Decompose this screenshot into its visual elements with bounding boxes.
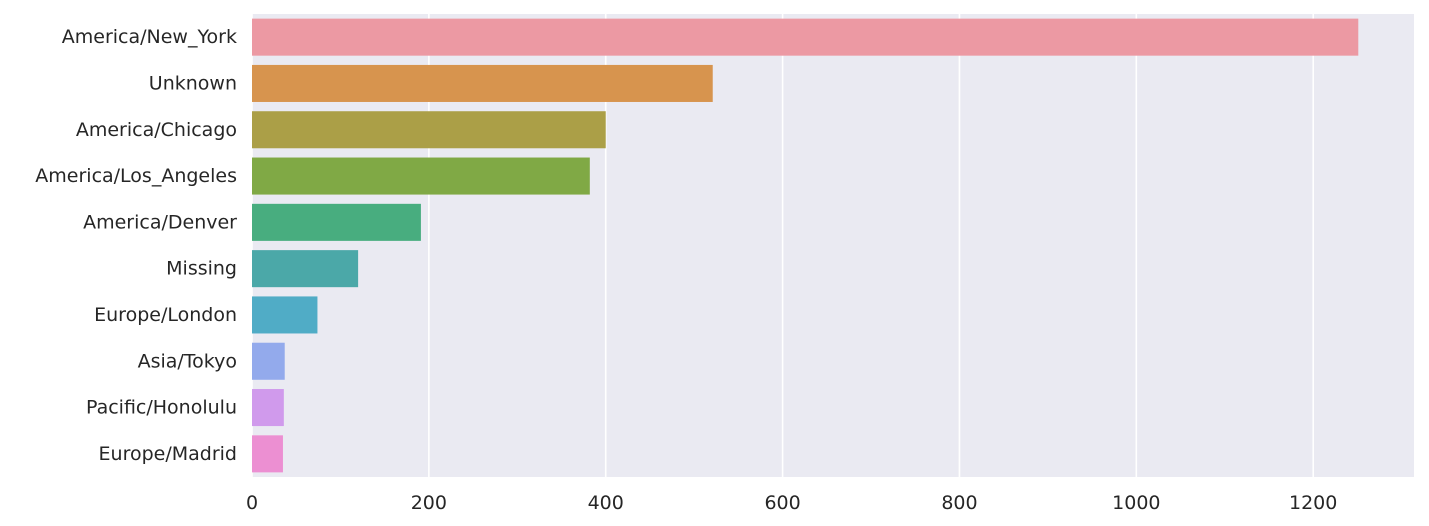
bar <box>252 342 285 380</box>
x-tick-label: 1000 <box>1112 492 1160 514</box>
bar <box>252 111 606 149</box>
bar <box>252 64 713 102</box>
x-tick-labels: 0 200 400 600 800 1000 1200 <box>246 492 1337 514</box>
bar <box>252 435 283 473</box>
bar <box>252 157 590 195</box>
bar <box>252 203 421 241</box>
x-tick-label: 400 <box>588 492 624 514</box>
x-tick-label: 600 <box>764 492 800 514</box>
y-tick-label: America/New_York <box>62 26 237 48</box>
y-tick-label: Asia/Tokyo <box>138 350 237 372</box>
y-tick-label: Europe/Madrid <box>99 443 237 465</box>
bars <box>252 18 1359 473</box>
x-tick-label: 800 <box>941 492 977 514</box>
y-tick-label: America/Los_Angeles <box>35 165 237 187</box>
x-tick-label: 200 <box>411 492 447 514</box>
y-tick-label: Missing <box>166 258 237 280</box>
bar <box>252 250 359 288</box>
y-tick-label: Unknown <box>149 72 237 94</box>
bar <box>252 389 284 427</box>
y-tick-label: America/Denver <box>83 211 237 233</box>
bar <box>252 296 318 334</box>
x-tick-label: 1200 <box>1289 492 1337 514</box>
bar <box>252 18 1359 56</box>
y-tick-label: Pacific/Honolulu <box>86 397 237 419</box>
y-tick-label: Europe/London <box>94 304 237 326</box>
y-tick-labels: America/New_York Unknown America/Chicago Am… <box>35 26 237 465</box>
y-tick-label: America/Chicago <box>76 119 237 141</box>
x-tick-label: 0 <box>246 492 258 514</box>
